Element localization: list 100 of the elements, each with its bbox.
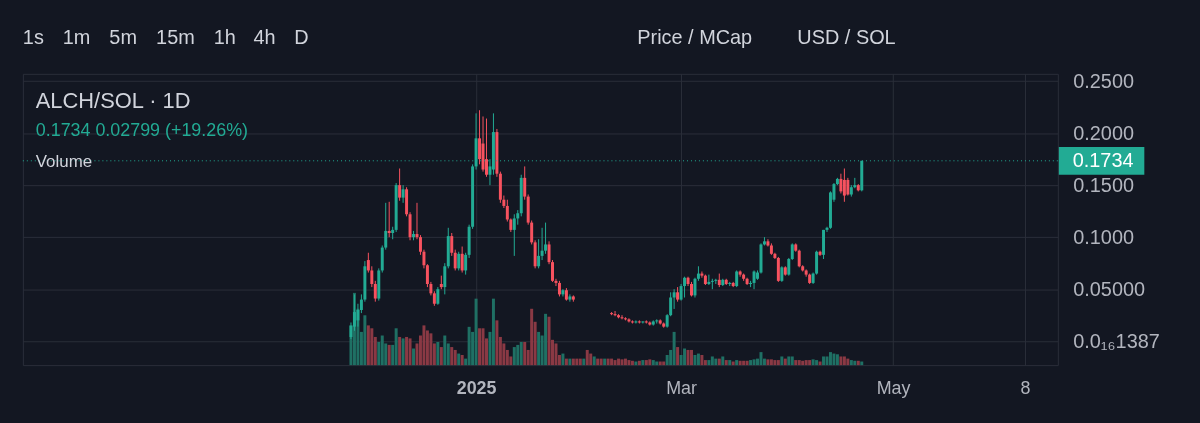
y-tick-label: 0.1500 <box>1073 173 1135 196</box>
bar <box>585 349 589 366</box>
bar <box>790 356 794 366</box>
candlestick <box>387 201 391 238</box>
bar <box>835 354 839 366</box>
bar <box>742 360 746 366</box>
text: Price / MCap <box>637 26 753 48</box>
bar <box>564 358 568 366</box>
bar <box>436 342 440 366</box>
bar <box>832 353 836 366</box>
bar <box>693 355 697 366</box>
bar <box>676 347 680 366</box>
bar <box>801 360 805 366</box>
bar <box>481 328 485 366</box>
bar <box>578 358 582 366</box>
bar <box>422 325 426 366</box>
candlestick <box>707 274 711 286</box>
candlestick <box>738 269 742 278</box>
x-tick-label: Mar <box>666 378 697 399</box>
candlestick <box>630 319 634 325</box>
bar <box>610 358 614 366</box>
text: 1m <box>62 26 91 48</box>
candlestick <box>373 280 377 303</box>
x-tick-label: May <box>876 378 911 399</box>
bar <box>707 360 711 366</box>
bar <box>787 356 791 366</box>
bar <box>745 360 749 366</box>
bar <box>512 347 516 366</box>
bar <box>613 360 617 366</box>
bar <box>408 338 412 366</box>
bar <box>366 325 370 366</box>
bar <box>773 360 777 366</box>
bar <box>700 355 704 366</box>
candlestick <box>485 118 488 178</box>
bar <box>523 342 527 366</box>
candlestick <box>453 249 457 271</box>
text: 1s <box>22 26 44 48</box>
text: 0.1734 0.02799 (+19.26%) <box>35 120 248 141</box>
bar <box>596 358 600 366</box>
candlestick <box>644 319 648 325</box>
bar <box>627 360 631 366</box>
bar <box>630 360 634 366</box>
text: USD / SOL <box>797 26 896 48</box>
y-tick-label: 0.0₁₆1387 <box>1073 329 1160 352</box>
bar <box>554 343 558 366</box>
bar <box>794 360 798 366</box>
bar <box>710 356 714 366</box>
candlestick <box>450 232 454 257</box>
bar <box>828 352 832 366</box>
ref-line-label: 0.1734 <box>1072 148 1134 171</box>
bar <box>495 320 499 366</box>
bar <box>405 336 409 366</box>
bar <box>474 298 478 366</box>
y-tick-label: 0.1000 <box>1073 225 1135 248</box>
candlestick <box>460 246 464 274</box>
annotation: Volume <box>35 152 93 172</box>
bar <box>450 347 454 366</box>
candlestick <box>776 256 780 283</box>
y-tick-label: 0.2000 <box>1073 121 1135 144</box>
bar <box>363 315 367 366</box>
text: D <box>294 26 309 48</box>
bar <box>752 359 756 366</box>
y-tick-label: 0.05000 <box>1073 277 1146 300</box>
y-tick-label: 0.2500 <box>1073 69 1135 92</box>
candlestick <box>634 319 638 325</box>
candlestick <box>842 168 846 203</box>
bar <box>721 356 725 366</box>
bar <box>575 358 579 366</box>
candlestick <box>710 278 714 290</box>
bar <box>842 356 846 366</box>
x-tick-label: 2025 <box>456 378 497 399</box>
candlestick <box>401 184 405 204</box>
candlestick <box>637 319 641 325</box>
bar <box>724 360 728 366</box>
bar <box>749 360 753 366</box>
bar <box>582 358 586 366</box>
bar <box>672 331 676 366</box>
bar <box>561 353 565 366</box>
bar <box>599 358 603 366</box>
candlestick <box>443 262 447 295</box>
bar <box>453 349 457 366</box>
text: 4h <box>253 26 276 48</box>
bar <box>516 344 520 366</box>
bar <box>690 349 693 366</box>
bar <box>439 347 443 366</box>
bar <box>380 335 384 366</box>
bar <box>530 308 534 366</box>
candlestick <box>839 173 843 194</box>
bar <box>370 328 374 366</box>
bar <box>394 328 398 366</box>
bar <box>759 352 763 366</box>
bar <box>429 333 433 366</box>
bar <box>491 298 495 366</box>
bar <box>478 328 482 366</box>
bar <box>537 331 541 366</box>
text: 15m <box>156 26 195 48</box>
bar <box>519 342 523 366</box>
bar <box>839 356 843 366</box>
candlestick <box>523 165 527 201</box>
bar <box>443 335 447 366</box>
